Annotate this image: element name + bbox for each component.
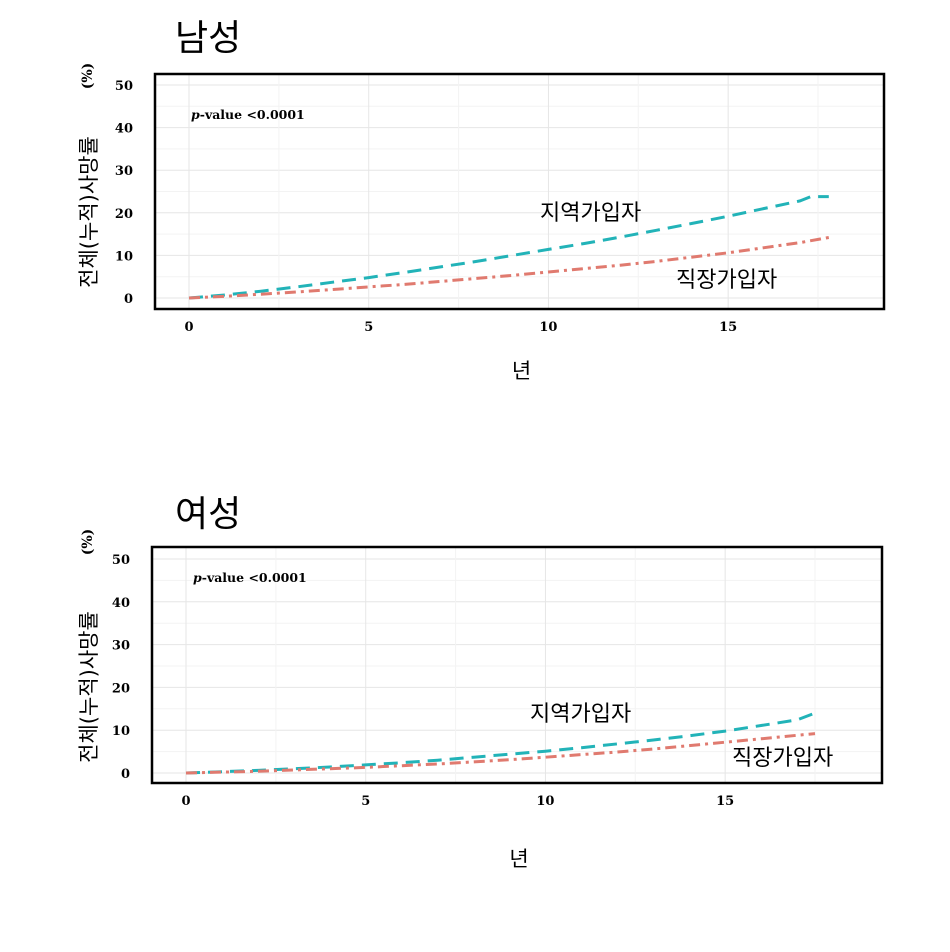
x-tick-label: 0 bbox=[184, 320, 193, 335]
x-tick-label: 10 bbox=[536, 794, 554, 809]
chart-panel-female: 여성 0 10 20 30 40 50 0 5 10 15 년 전체(누적)사망률 (%) p-value … bbox=[0, 476, 950, 952]
chart-male: 남성 0 10 20 30 40 50 0 5 10 15 년 전체(누적)사망률 (%) p-value … bbox=[77, 18, 886, 383]
y-tick-label: 50 bbox=[115, 79, 133, 94]
y-axis-label: 전체(누적)사망률 bbox=[77, 611, 101, 763]
y-tick-label: 20 bbox=[112, 681, 130, 696]
y-tick-label: 30 bbox=[112, 639, 130, 654]
p-value-annotation: p-value <0.0001 bbox=[193, 570, 307, 585]
x-axis-label: 년 bbox=[512, 359, 531, 383]
series-label-workplace: 직장가입자 bbox=[676, 268, 777, 293]
gridlines bbox=[152, 547, 882, 783]
x-tick-label: 5 bbox=[361, 794, 370, 809]
y-tick-label: 10 bbox=[112, 724, 130, 739]
series-label-regional: 지역가입자 bbox=[530, 702, 631, 727]
y-axis-label: 전체(누적)사망률 bbox=[77, 136, 101, 288]
y-tick-label: 40 bbox=[115, 122, 133, 137]
x-axis-label: 년 bbox=[509, 847, 528, 871]
chart-female: 여성 0 10 20 30 40 50 0 5 10 15 년 전체(누적)사망률 (%) p-value … bbox=[77, 494, 884, 871]
chart-panel-male: 남성 0 10 20 30 40 50 0 5 10 15 년 전체(누적)사망률 (%) p-value … bbox=[77, 18, 886, 383]
x-tick-label: 10 bbox=[539, 320, 557, 335]
series-line-regional bbox=[185, 711, 816, 775]
plot-frame bbox=[153, 72, 886, 311]
y-tick-label: 50 bbox=[112, 553, 130, 568]
series-label-regional: 지역가입자 bbox=[540, 201, 641, 226]
x-tick-label: 5 bbox=[364, 320, 373, 335]
chart-title: 여성 bbox=[175, 494, 241, 535]
y-tick-label: 0 bbox=[124, 292, 133, 307]
x-tick-label: 15 bbox=[716, 794, 734, 809]
y-tick-label: 0 bbox=[121, 767, 130, 782]
x-tick-label: 0 bbox=[181, 794, 190, 809]
y-axis-unit: (%) bbox=[80, 63, 96, 90]
y-tick-label: 40 bbox=[112, 596, 130, 611]
series-label-workplace: 직장가입자 bbox=[732, 746, 833, 771]
plot-background bbox=[152, 547, 882, 783]
chart-title: 남성 bbox=[175, 18, 241, 59]
series-line-regional bbox=[188, 195, 829, 300]
plot-frame bbox=[150, 545, 884, 785]
y-tick-label: 30 bbox=[115, 164, 133, 179]
y-axis-unit: (%) bbox=[80, 529, 96, 556]
x-tick-label: 15 bbox=[719, 320, 737, 335]
y-tick-label: 10 bbox=[115, 249, 133, 264]
p-value-annotation: p-value <0.0001 bbox=[191, 107, 305, 122]
y-tick-label: 20 bbox=[115, 207, 133, 222]
